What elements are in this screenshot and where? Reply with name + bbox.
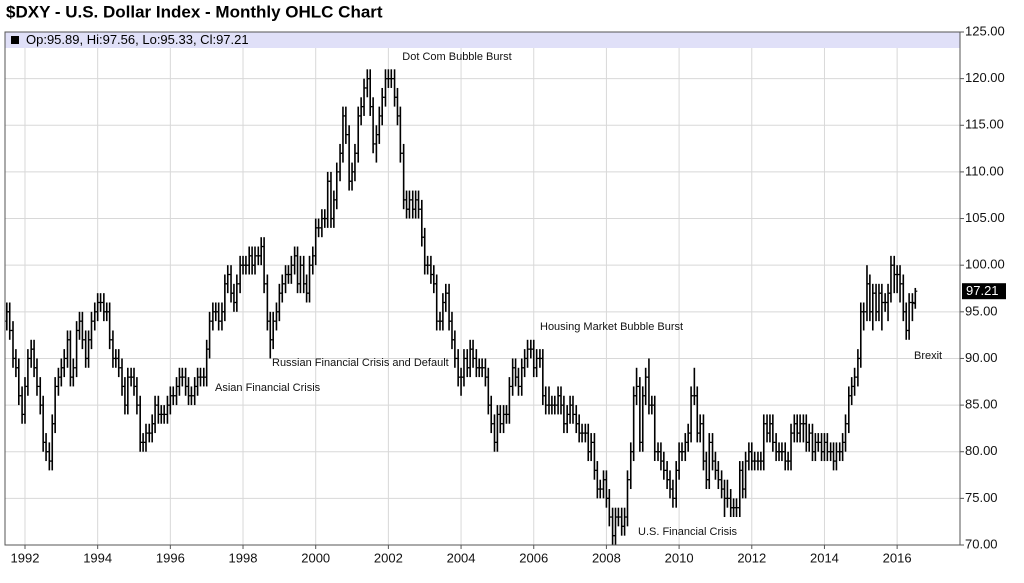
x-tick-label: 2002	[374, 550, 403, 565]
chart-title: $DXY - U.S. Dollar Index - Monthly OHLC …	[6, 2, 383, 21]
y-tick-label: 110.00	[965, 163, 1004, 178]
x-tick-label: 2008	[592, 550, 621, 565]
x-tick-label: 2006	[519, 550, 548, 565]
annotation: Russian Financial Crisis and Default	[272, 357, 449, 369]
y-tick-label: 115.00	[965, 117, 1004, 132]
y-tick-label: 120.00	[965, 70, 1005, 85]
header-band	[5, 32, 960, 48]
annotation: Asian Financial Crisis	[215, 382, 321, 394]
x-tick-label: 2010	[665, 550, 694, 565]
last-value-box	[962, 283, 1006, 300]
y-tick-label: 85.00	[965, 397, 998, 412]
y-tick-label: 70.00	[965, 536, 998, 551]
header-values: Op:95.89, Hi:97.56, Lo:95.33, Cl:97.21	[26, 32, 249, 47]
y-tick-label: 90.00	[965, 350, 998, 365]
grid	[5, 31, 960, 546]
x-tick-label: 2016	[883, 550, 912, 565]
annotation: Brexit	[914, 350, 942, 362]
plot	[4, 69, 918, 545]
plot-frame	[4, 31, 961, 546]
last-value-label: 97.21	[966, 283, 999, 298]
annotation: Dot Com Bubble Burst	[402, 51, 511, 63]
x-tick-label: 2012	[737, 550, 766, 565]
x-tick-label: 1994	[83, 550, 112, 565]
x-tick-label: 2014	[810, 550, 839, 565]
legend-swatch	[11, 36, 19, 44]
annotation: U.S. Financial Crisis	[638, 526, 738, 538]
y-tick-label: 75.00	[965, 490, 998, 505]
y-tick-label: 105.00	[965, 210, 1005, 225]
x-tick-label: 1992	[11, 550, 40, 565]
y-tick-label: 125.00	[965, 23, 1005, 38]
x-tick-label: 2004	[447, 550, 476, 565]
x-tick-label: 1998	[229, 550, 258, 565]
y-tick-label: 95.00	[965, 303, 998, 318]
x-tick-label: 2000	[301, 550, 330, 565]
y-tick-label: 80.00	[965, 443, 998, 458]
y-tick-label: 100.00	[965, 257, 1005, 272]
annotation: Housing Market Bubble Burst	[540, 321, 683, 333]
x-tick-label: 1996	[156, 550, 185, 565]
